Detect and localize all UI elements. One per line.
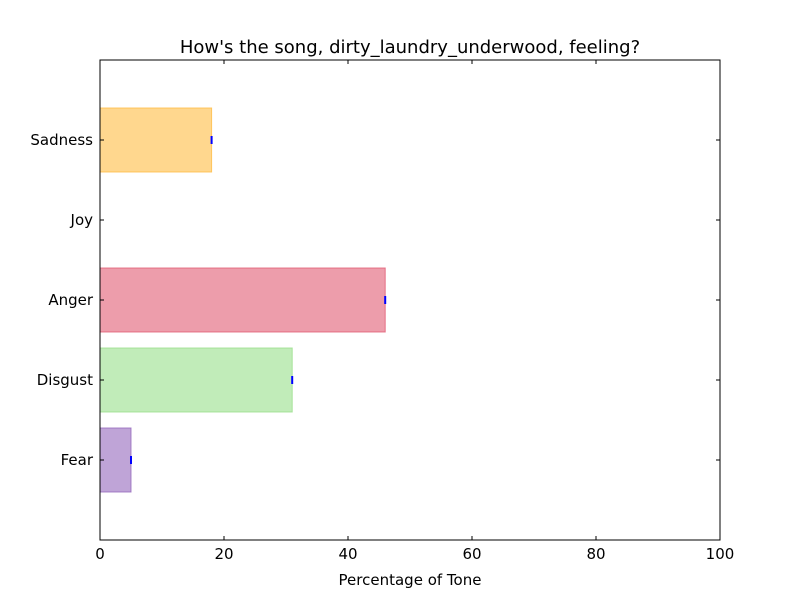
bar-anger	[99, 267, 386, 333]
ytick-label-sadness: Sadness	[30, 131, 93, 149]
chart-title: How's the song, dirty_laundry_underwood,…	[180, 37, 640, 58]
ticks-layer: Fear Disgust Anger Joy Sadness 0 20 40 60 80 100	[30, 60, 734, 563]
xtick-label-100: 100	[706, 545, 735, 563]
xtick-label-0: 0	[95, 545, 105, 563]
xtick-label-60: 60	[462, 545, 481, 563]
bar-disgust	[99, 347, 293, 413]
bar-sadness	[99, 107, 213, 173]
xtick-label-80: 80	[586, 545, 605, 563]
ytick-label-disgust: Disgust	[37, 371, 93, 389]
ytick-label-joy: Joy	[70, 211, 94, 229]
xtick-label-40: 40	[338, 545, 357, 563]
ytick-label-fear: Fear	[61, 451, 94, 469]
xtick-label-20: 20	[214, 545, 233, 563]
bar-fear	[99, 427, 132, 493]
ytick-label-anger: Anger	[48, 291, 94, 309]
x-axis-title: Percentage of Tone	[339, 571, 482, 589]
bars-layer	[99, 107, 387, 493]
